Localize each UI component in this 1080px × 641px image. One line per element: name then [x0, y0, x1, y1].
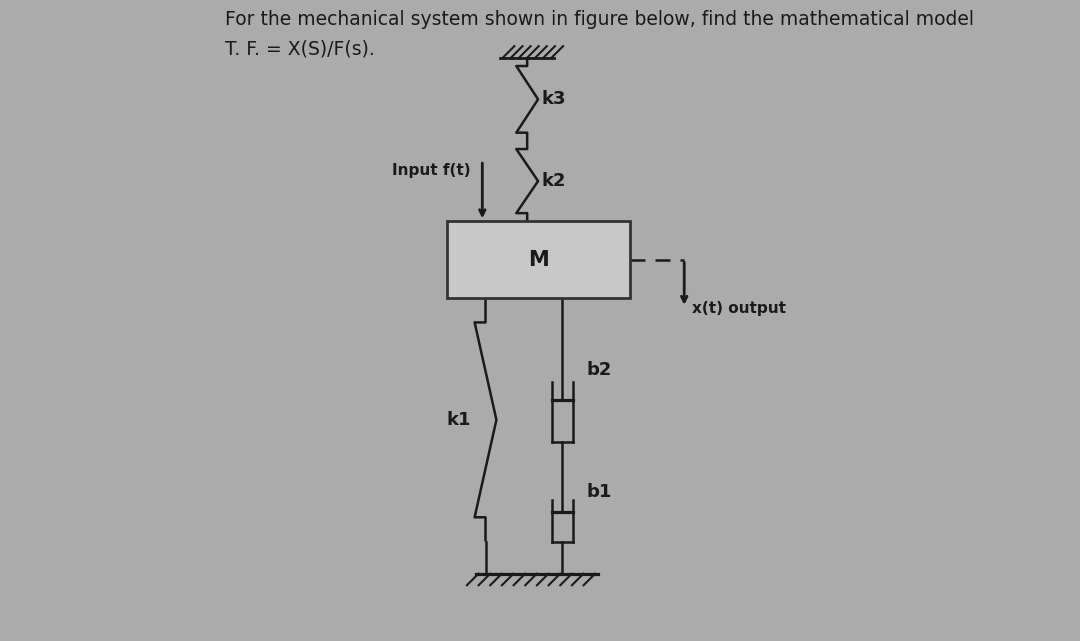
Text: Input f(t): Input f(t)	[392, 163, 471, 178]
Text: M: M	[528, 249, 549, 270]
Text: k1: k1	[447, 411, 471, 429]
Text: k2: k2	[541, 172, 566, 190]
Text: T. F. = X(S)/F(s).: T. F. = X(S)/F(s).	[225, 40, 375, 59]
Text: x(t) output: x(t) output	[692, 301, 786, 316]
Text: k3: k3	[541, 90, 566, 108]
Text: b2: b2	[586, 361, 612, 379]
Bar	[447, 221, 630, 298]
Text: For the mechanical system shown in figure below, find the mathematical model: For the mechanical system shown in figur…	[225, 10, 974, 29]
Text: b1: b1	[586, 483, 612, 501]
